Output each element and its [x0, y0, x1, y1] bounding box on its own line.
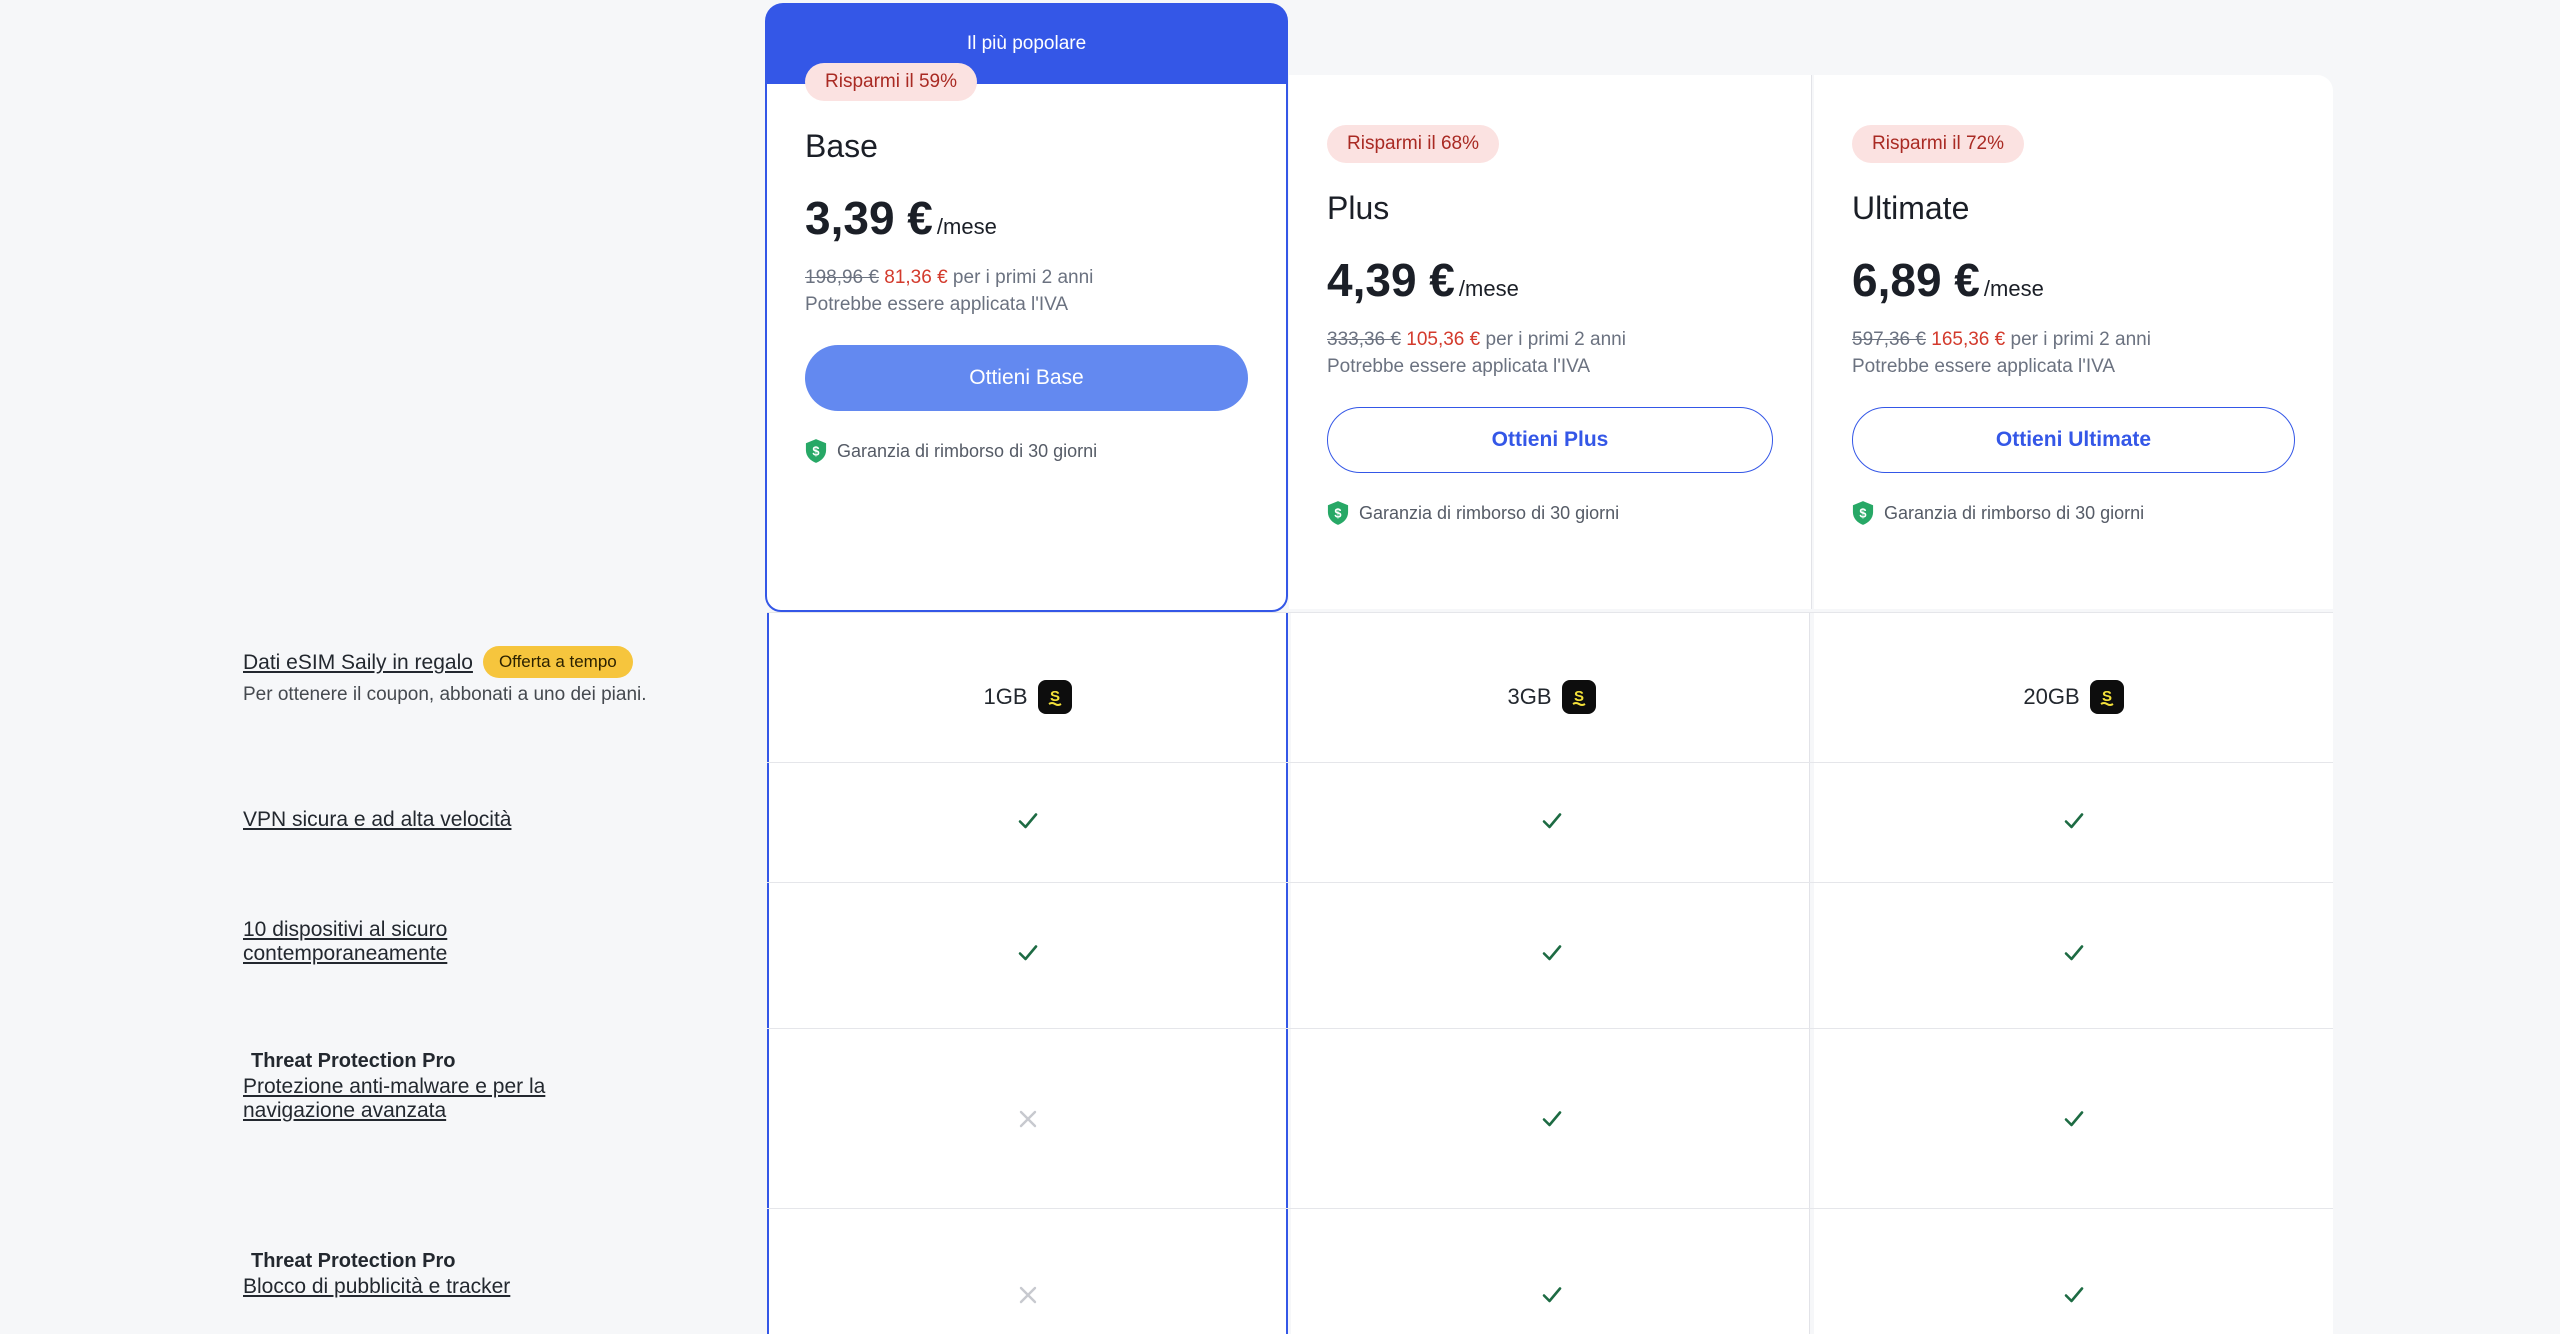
- svg-text:$: $: [1334, 506, 1341, 521]
- svg-text:$: $: [1859, 506, 1866, 521]
- svg-text:$: $: [812, 444, 819, 459]
